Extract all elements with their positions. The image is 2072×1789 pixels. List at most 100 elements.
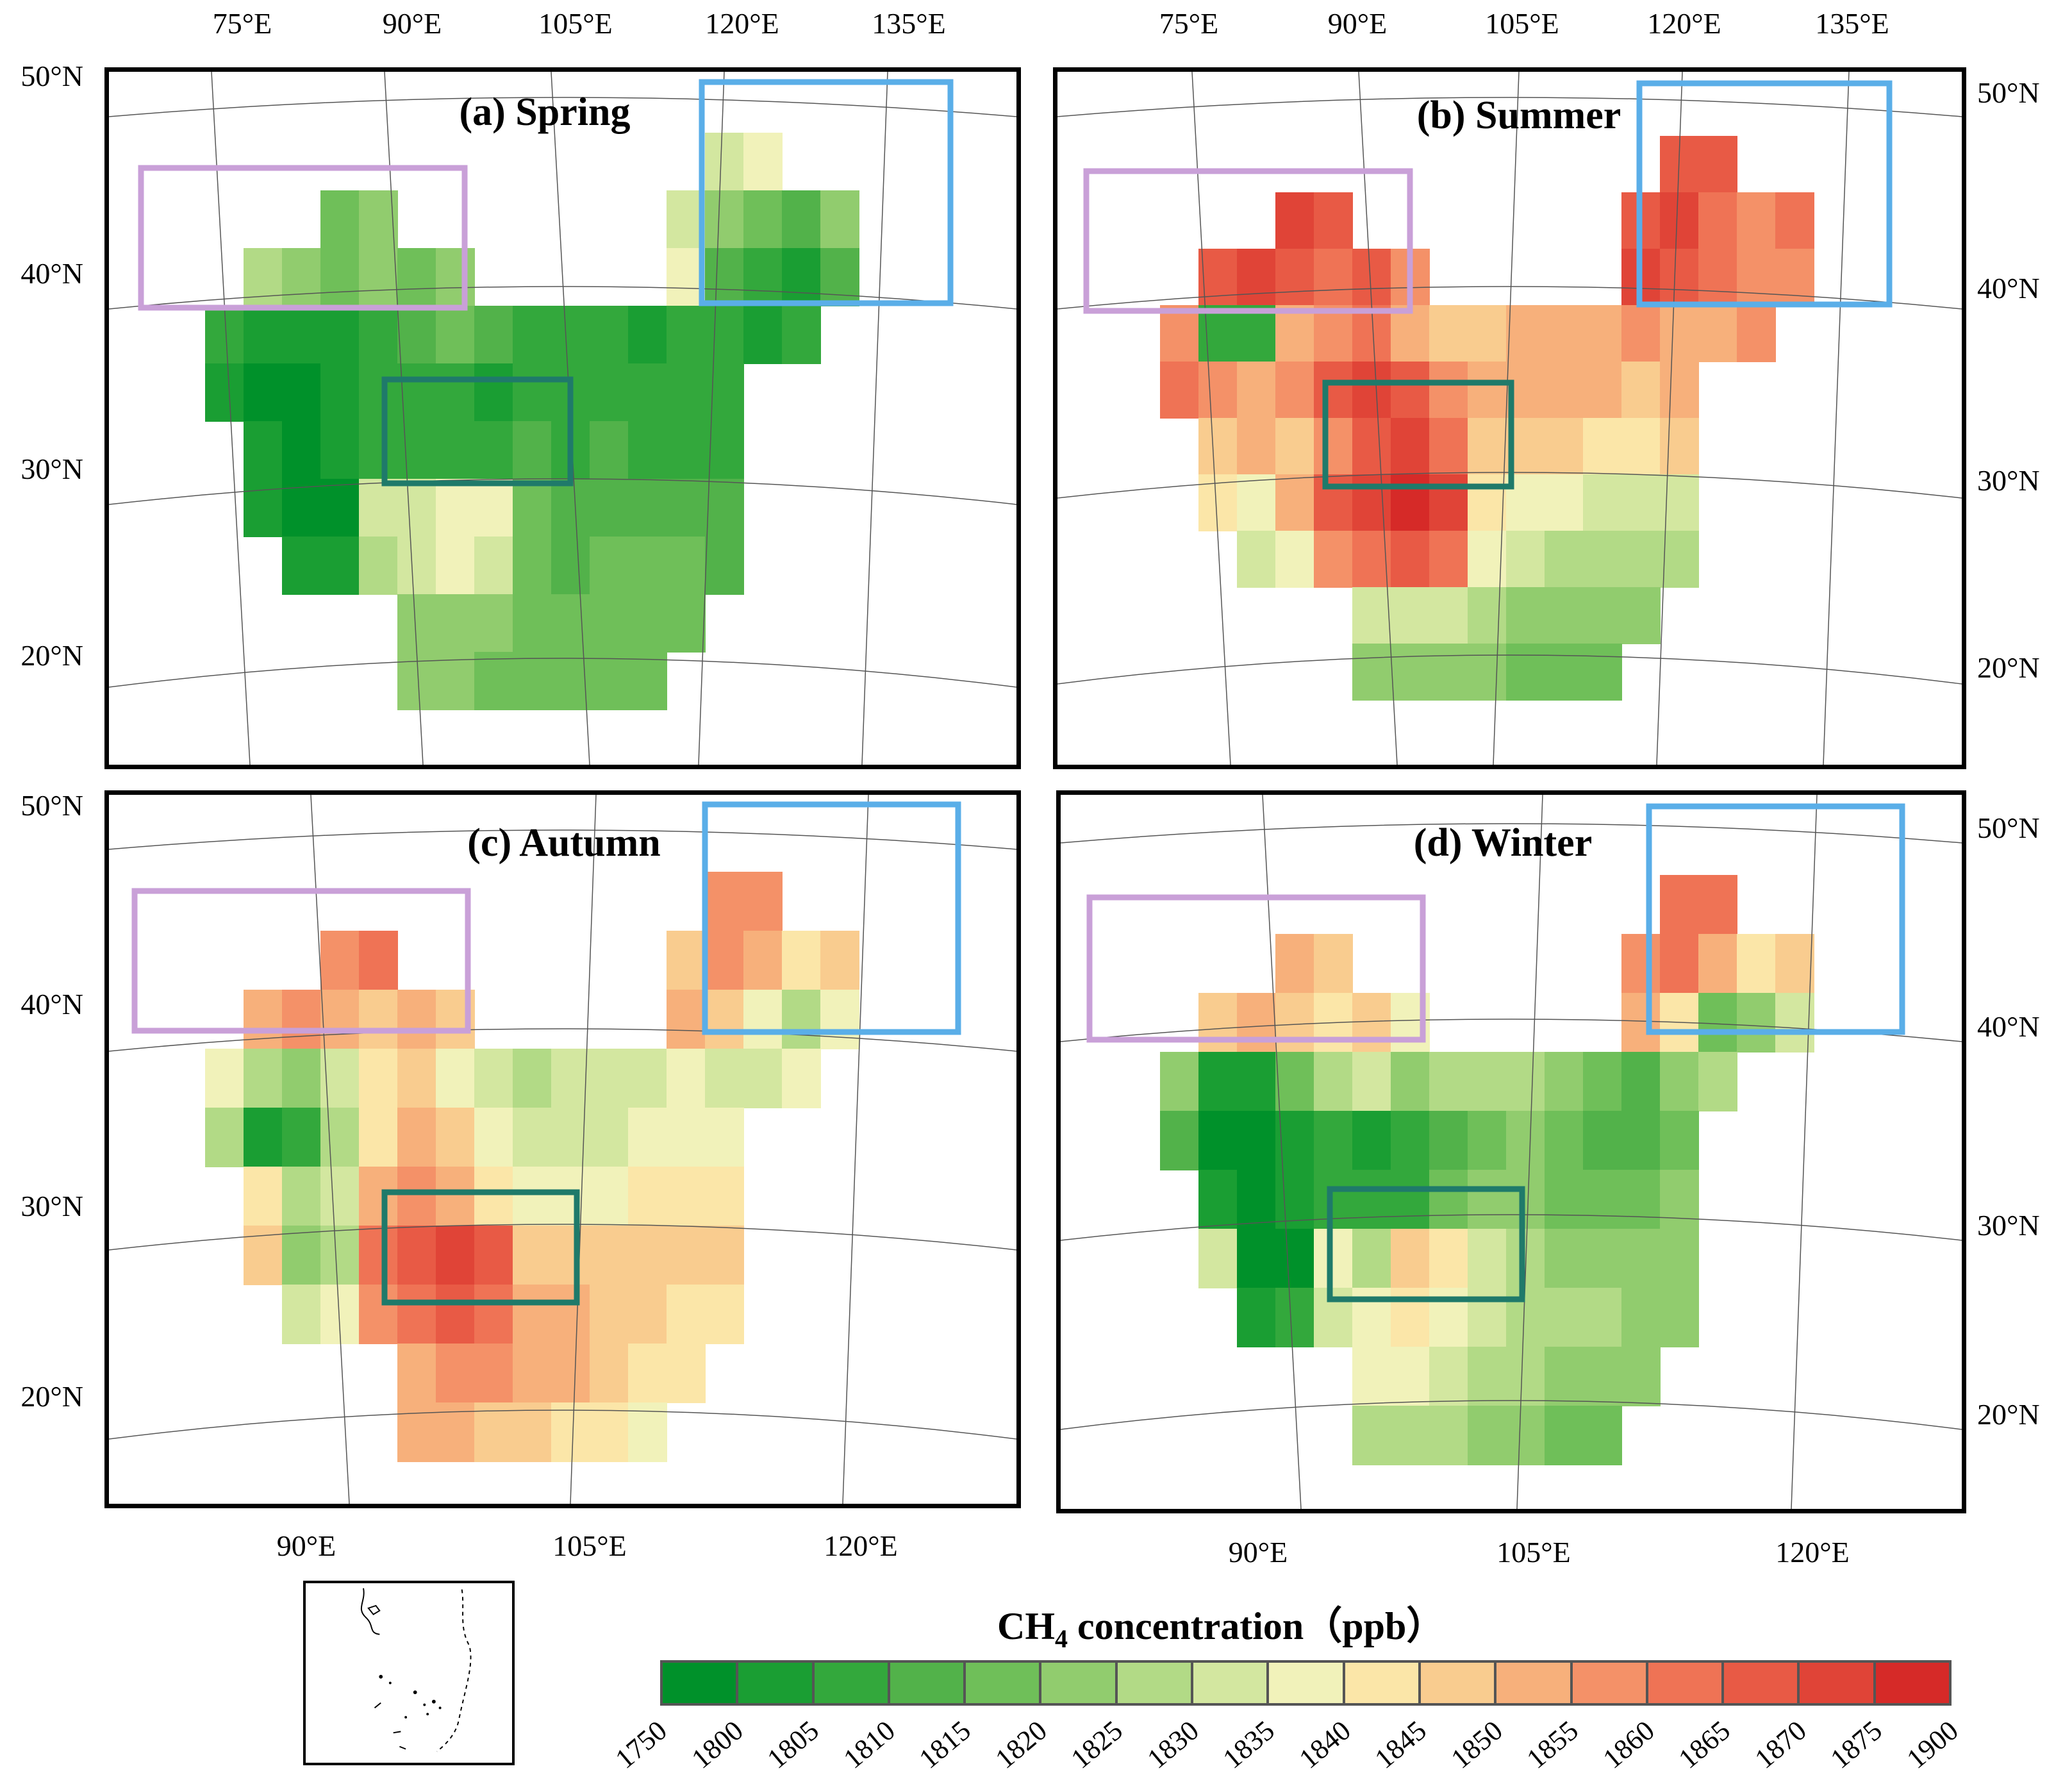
ch4-grid-cell (1352, 1052, 1391, 1111)
ch4-grid-cell (820, 990, 859, 1049)
ch4-grid-cell (551, 1226, 590, 1285)
parallel-line (1061, 1214, 1962, 1241)
ch4-grid-cell (1545, 1406, 1584, 1465)
ch4-grid-cell (590, 1226, 629, 1285)
ch4-grid-cell (1237, 531, 1276, 588)
panel-title-summer: (b) Summer (1416, 94, 1621, 137)
ch4-grid-cell (628, 594, 667, 653)
ch4-grid-cell (397, 1344, 436, 1403)
ch4-grid-cell (628, 1108, 667, 1167)
ch4-grid-cell (1314, 474, 1353, 531)
ch4-grid-cell (1506, 1406, 1545, 1465)
ch4-grid-cell (1775, 934, 1814, 994)
ch4-grid-cell (397, 421, 436, 479)
colorbar-tick-label: 1805 (761, 1714, 825, 1775)
meridian-line (861, 72, 888, 765)
ch4-grid-cell (1468, 587, 1507, 644)
colorbar-tick-label: 1810 (837, 1714, 901, 1775)
ch4-grid-cell (551, 1285, 590, 1344)
ch4-grid-cell (1660, 249, 1699, 306)
ch4-grid-cell (743, 1049, 783, 1108)
ch4-grid-cell (1237, 1170, 1276, 1229)
ch4-grid-cell (1737, 192, 1776, 249)
colorbar-tick-label: 1845 (1369, 1714, 1433, 1775)
lon-label-a-4: 120°E (705, 7, 779, 40)
ch4-grid-cell (590, 1167, 629, 1226)
ch4-grid-cell (1621, 474, 1661, 531)
ch4-grid-cell (820, 931, 859, 990)
ch4-grid-cell (1275, 1288, 1314, 1347)
ch4-grid-cell (667, 1049, 706, 1108)
parallel-line (109, 829, 1016, 850)
ch4-grid-cell (1160, 305, 1199, 362)
ch4-grid-cell (513, 537, 552, 595)
ch4-grid-cell (244, 479, 283, 537)
ch4-grid-cell (1314, 418, 1353, 475)
ch4-grid-cell (1429, 418, 1468, 475)
ch4-grid-cell (667, 537, 706, 595)
ch4-grid-cell (359, 931, 398, 990)
ch4-grid-cell (628, 421, 667, 479)
ch4-grid-cell (1583, 362, 1622, 419)
ch4-grid-cell (1391, 1170, 1430, 1229)
meridian-line (211, 72, 251, 765)
lon-label-a-1: 75°E (212, 7, 272, 40)
ch4-grid-cell (1160, 1052, 1199, 1111)
ch4-grid-cell (1545, 1111, 1584, 1170)
inset-dash-line (374, 1702, 406, 1750)
ch4-grid-cell (1275, 249, 1314, 306)
ch4-grid-cell (1506, 531, 1545, 588)
ch4-grid-cell (1698, 249, 1737, 306)
ch4-grid-cell (1660, 531, 1699, 588)
ch4-grid-cell (513, 1108, 552, 1167)
ch4-grid-cell (320, 363, 360, 422)
ch4-grid-cell (782, 190, 821, 249)
colorbar-swatch (1648, 1663, 1722, 1703)
colorbar-swatch (966, 1663, 1040, 1703)
parallel-line (109, 286, 1016, 310)
ch4-grid-cell (1429, 474, 1468, 531)
ch4-grid-cell (1237, 993, 1276, 1053)
northeast-region-box (1636, 80, 1893, 308)
ch4-grid-cell (1429, 587, 1468, 644)
meridian-line (384, 72, 424, 765)
lat-label-b-4: 20°N (1977, 651, 2040, 684)
inset-islands-dot (388, 1681, 392, 1685)
lat-label-c-4: 20°N (21, 1380, 83, 1413)
northeast-region-box (699, 79, 954, 306)
ch4-grid-cell (320, 1167, 360, 1226)
ch4-grid-cell (244, 1108, 283, 1167)
lon-label-c-1: 90°E (276, 1529, 336, 1562)
ch4-grid-cell (474, 421, 513, 479)
ch4-grid-cell (1545, 587, 1584, 644)
ch4-grid-cell (705, 306, 744, 364)
ch4-grid-cell (436, 537, 475, 595)
ch4-grid-cell (628, 1402, 667, 1462)
lat-label-c-1: 50°N (21, 789, 83, 822)
ch4-grid-cell (705, 931, 744, 990)
ch4-grid-cell (1698, 192, 1737, 249)
colorbar-title-rest: concentration（ppb） (1068, 1605, 1445, 1647)
ch4-grid-cell (628, 1285, 667, 1344)
ch4-grid-cell (1391, 1111, 1430, 1170)
ch4-grid-cell (1775, 249, 1814, 306)
ch4-grid-cell (282, 1049, 321, 1108)
ch4-grid-cell (628, 1344, 667, 1403)
colorbar-swatch (1345, 1663, 1418, 1703)
lon-label-d-2: 105°E (1496, 1536, 1571, 1568)
colorbar-swatch (1193, 1663, 1267, 1703)
ch4-grid-cell (474, 1402, 513, 1462)
ch4-grid-cell (1621, 1052, 1661, 1111)
ch4-grid-cell (359, 1285, 398, 1344)
ch4-grid-cell (1737, 305, 1776, 362)
inset-islands-dot (426, 1713, 429, 1716)
ch4-grid-cell (1468, 1406, 1507, 1465)
meridian-line (570, 795, 597, 1504)
ch4-grid-cell (1237, 1111, 1276, 1170)
ch4-grid-cell (628, 652, 667, 710)
ch4-grid-cell (320, 190, 360, 249)
ch4-grid-cell (1583, 644, 1622, 701)
lat-label-b-2: 40°N (1977, 272, 2040, 304)
ch4-grid-cell (628, 363, 667, 422)
ch4-grid-cell (1660, 362, 1699, 419)
